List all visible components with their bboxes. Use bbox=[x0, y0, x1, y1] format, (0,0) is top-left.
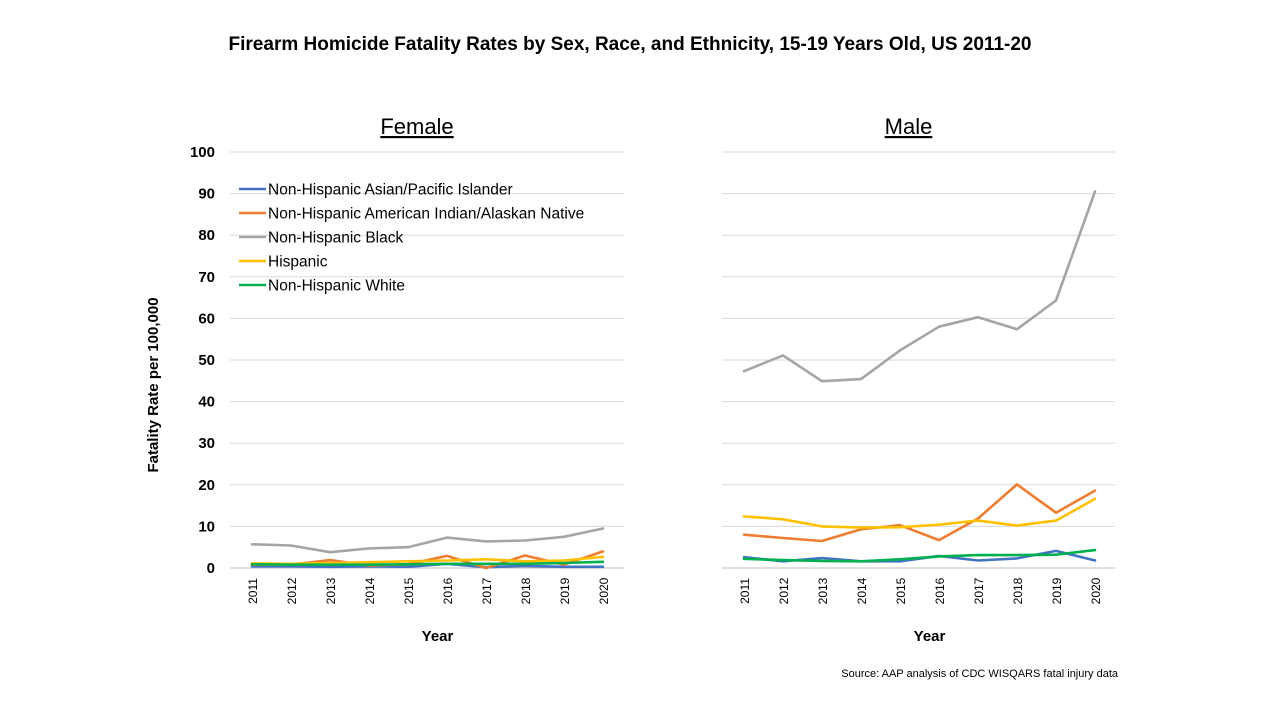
female-x-tick-2019: 2019 bbox=[558, 577, 572, 604]
female-y-tick-60: 60 bbox=[198, 310, 215, 327]
male-x-tick-2012: 2012 bbox=[777, 577, 791, 604]
chart-title: Firearm Homicide Fatality Rates by Sex, … bbox=[228, 34, 1032, 55]
panel-female: 0 10 20 30 40 50 60 70 80 90 100 Fatality Rate per … bbox=[145, 114, 624, 645]
male-x-tick-2020: 2020 bbox=[1089, 577, 1103, 604]
female-y-tick-20: 20 bbox=[198, 477, 215, 494]
male-x-tick-2013: 2013 bbox=[816, 577, 830, 604]
male-x-tick-2016: 2016 bbox=[933, 577, 947, 604]
male-series-hispanic bbox=[742, 497, 1097, 529]
female-series-non-hispanic-black bbox=[250, 527, 605, 554]
legend: Non-Hispanic Asian/Pacific Islander Non-H… bbox=[239, 182, 584, 295]
female-x-tick-2014: 2014 bbox=[363, 577, 377, 604]
male-series-non-hispanic-white bbox=[742, 548, 1097, 563]
female-y-tick-10: 10 bbox=[198, 518, 215, 535]
female-x-axis-title: Year bbox=[422, 628, 454, 645]
male-series-non-hispanic-black bbox=[742, 190, 1097, 383]
female-x-tick-2011: 2011 bbox=[246, 578, 260, 604]
male-x-axis-title: Year bbox=[914, 628, 946, 645]
male-x-tick-2017: 2017 bbox=[972, 577, 986, 604]
female-x-tick-2017: 2017 bbox=[480, 577, 494, 604]
female-x-tick-2013: 2013 bbox=[324, 577, 338, 604]
legend-label-non-hispanic-american-indian-alaskan-native: Non-Hispanic American Indian/Alaskan Nat… bbox=[268, 206, 584, 223]
female-series-hispanic bbox=[250, 555, 605, 566]
female-panel-title: Female bbox=[380, 114, 453, 139]
male-series-non-hispanic-american-indian-alaskan-native bbox=[742, 483, 1097, 543]
female-y-tick-80: 80 bbox=[198, 227, 215, 244]
female-y-tick-90: 90 bbox=[198, 186, 215, 203]
legend-label-hispanic: Hispanic bbox=[268, 254, 328, 271]
female-y-tick-0: 0 bbox=[207, 560, 215, 577]
panel-male: 2011 2012 2013 2014 2015 2016 2017 2018 2019 2020… bbox=[722, 114, 1115, 645]
female-y-tick-50: 50 bbox=[198, 352, 215, 369]
male-x-tick-2015: 2015 bbox=[894, 577, 908, 604]
female-x-tick-2018: 2018 bbox=[519, 577, 533, 604]
male-x-tick-2011: 2011 bbox=[738, 578, 752, 604]
source-note: Source: AAP analysis of CDC WISQARS fata… bbox=[841, 668, 1118, 680]
male-x-tick-2018: 2018 bbox=[1011, 577, 1025, 604]
male-panel-title: Male bbox=[885, 114, 933, 139]
female-y-tick-30: 30 bbox=[198, 435, 215, 452]
male-x-tick-2019: 2019 bbox=[1050, 577, 1064, 604]
legend-label-non-hispanic-asian-pacific-islander: Non-Hispanic Asian/Pacific Islander bbox=[268, 182, 513, 199]
female-x-tick-2020: 2020 bbox=[597, 577, 611, 604]
legend-label-non-hispanic-white: Non-Hispanic White bbox=[268, 278, 405, 295]
male-x-tick-2014: 2014 bbox=[855, 577, 869, 604]
female-y-tick-40: 40 bbox=[198, 394, 215, 411]
female-x-tick-2012: 2012 bbox=[285, 577, 299, 604]
female-y-tick-100: 100 bbox=[190, 144, 215, 161]
y-axis-title: Fatality Rate per 100,000 bbox=[145, 297, 162, 472]
female-x-tick-2016: 2016 bbox=[441, 577, 455, 604]
female-x-tick-2015: 2015 bbox=[402, 577, 416, 604]
female-y-tick-70: 70 bbox=[198, 269, 215, 286]
female-series-non-hispanic-white bbox=[250, 560, 605, 567]
legend-label-non-hispanic-black: Non-Hispanic Black bbox=[268, 230, 403, 247]
